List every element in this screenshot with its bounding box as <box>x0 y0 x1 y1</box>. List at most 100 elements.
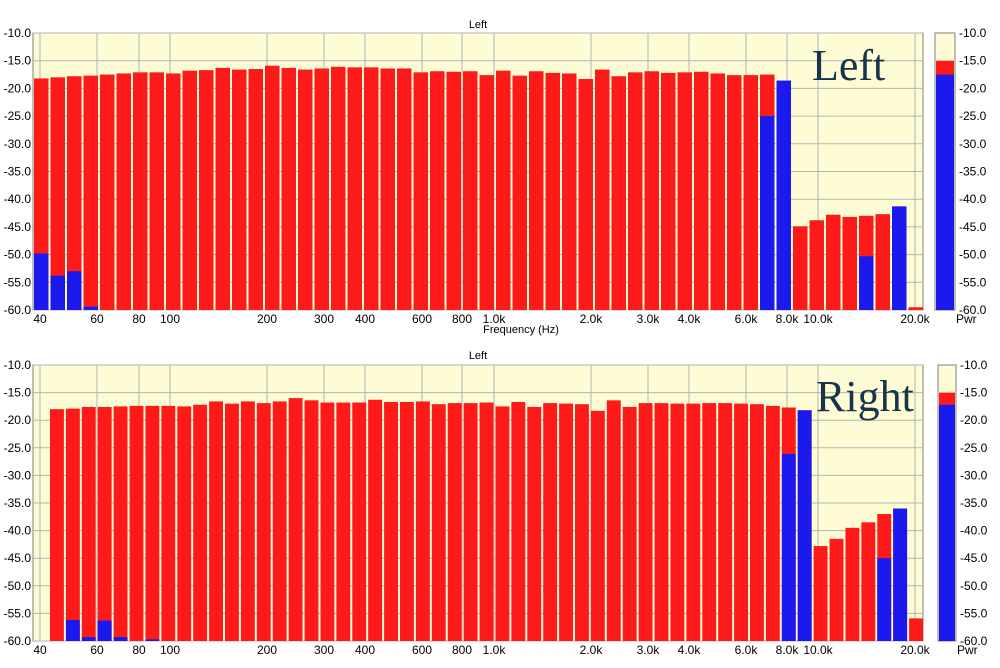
blue-bar <box>34 253 49 310</box>
red-bar <box>644 71 659 310</box>
red-bar <box>575 404 589 641</box>
red-bar <box>826 214 841 310</box>
red-bar <box>65 408 80 641</box>
meter-y-tick-label: -15.0 <box>960 386 988 400</box>
red-bar <box>511 401 526 641</box>
meter-y-tick-label: -40.0 <box>959 192 987 206</box>
x-tick-label: 300 <box>314 312 334 326</box>
blue-bar <box>877 558 892 641</box>
red-bar <box>686 403 701 641</box>
y-tick-label: -45.0 <box>4 551 32 565</box>
red-bar <box>232 69 247 311</box>
pwr-meter-blue-bar <box>936 74 954 310</box>
channel-overlay-label: Left <box>812 41 885 90</box>
meter-y-tick-label: -60.0 <box>959 303 987 317</box>
red-bar <box>750 404 764 641</box>
red-bar <box>50 409 64 641</box>
red-bar <box>545 72 560 310</box>
red-bar <box>129 405 144 641</box>
blue-bar <box>50 275 65 310</box>
pwr-meter-blue-bar <box>939 404 955 641</box>
red-bar <box>909 618 923 641</box>
y-tick-label: -60.0 <box>4 303 32 317</box>
meter-y-tick-label: -30.0 <box>959 137 987 151</box>
red-bar <box>559 403 573 641</box>
x-tick-label: 100 <box>160 643 180 657</box>
y-tick-label: -45.0 <box>4 220 32 234</box>
meter-y-tick-label: -30.0 <box>960 468 988 482</box>
red-bar <box>702 403 717 641</box>
red-bar <box>718 403 733 641</box>
y-tick-label: -15.0 <box>4 54 32 68</box>
panel-title: Left <box>469 350 487 362</box>
blue-bar <box>97 620 112 641</box>
y-tick-label: -50.0 <box>4 248 32 262</box>
blue-bar <box>81 637 96 641</box>
red-bar <box>380 68 395 311</box>
red-bar <box>809 220 824 310</box>
red-bar <box>193 404 208 641</box>
red-bar <box>829 538 844 641</box>
x-tick-label: 4.0k <box>678 643 702 657</box>
red-bar <box>265 65 280 310</box>
red-bar <box>908 307 923 310</box>
red-bar <box>182 70 197 310</box>
x-tick-label: 60 <box>90 643 104 657</box>
red-bar <box>209 401 223 641</box>
red-bar <box>479 402 494 641</box>
meter-y-tick-label: -35.0 <box>960 496 988 510</box>
red-bar <box>638 403 653 641</box>
y-tick-label: -40.0 <box>4 192 32 206</box>
y-tick-label: -10.0 <box>4 358 32 372</box>
meter-y-tick-label: -25.0 <box>959 109 987 123</box>
red-bar <box>463 403 478 641</box>
red-bar <box>430 71 445 310</box>
red-bar <box>710 73 725 310</box>
red-bar <box>527 406 542 641</box>
red-bar <box>677 72 692 310</box>
red-bar <box>177 406 192 641</box>
blue-bar <box>83 306 98 310</box>
red-bar <box>431 404 446 641</box>
red-bar <box>116 73 131 310</box>
red-bar <box>447 403 462 641</box>
x-tick-label: 600 <box>412 643 432 657</box>
y-tick-label: -15.0 <box>4 386 32 400</box>
x-tick-label: 200 <box>257 643 277 657</box>
x-tick-label: 80 <box>132 643 146 657</box>
red-bar <box>149 72 164 310</box>
meter-y-tick-label: -10.0 <box>960 358 988 372</box>
red-bar <box>875 214 890 310</box>
red-bar <box>479 75 494 310</box>
red-bar <box>97 406 112 641</box>
meter-y-tick-label: -45.0 <box>959 220 987 234</box>
y-tick-label: -55.0 <box>4 275 32 289</box>
x-tick-label: 6.0k <box>735 643 759 657</box>
meter-y-tick-label: -35.0 <box>959 165 987 179</box>
x-tick-label: 8.0k <box>776 643 800 657</box>
red-bar <box>590 410 605 641</box>
red-bar <box>842 216 857 310</box>
y-tick-label: -20.0 <box>4 81 32 95</box>
x-tick-label: 6.0k <box>735 312 759 326</box>
red-bar <box>734 403 748 641</box>
red-bar <box>67 76 82 310</box>
y-tick-label: -35.0 <box>4 165 32 179</box>
red-bar <box>225 403 239 641</box>
meter-y-tick-label: -15.0 <box>959 54 987 68</box>
red-bar <box>628 72 643 310</box>
panel-title: Left <box>469 19 487 31</box>
red-bar <box>166 73 181 310</box>
red-bar <box>272 401 287 641</box>
x-tick-label: 2.0k <box>580 312 604 326</box>
meter-y-tick-label: -55.0 <box>959 275 987 289</box>
meter-y-tick-label: -20.0 <box>960 413 988 427</box>
x-tick-label: 8.0k <box>776 312 800 326</box>
red-bar <box>543 403 558 641</box>
red-bar <box>314 68 329 311</box>
red-bar <box>670 403 685 641</box>
red-bar <box>81 406 96 641</box>
red-bar <box>336 402 351 641</box>
red-bar <box>320 402 335 641</box>
blue-bar <box>65 620 80 641</box>
